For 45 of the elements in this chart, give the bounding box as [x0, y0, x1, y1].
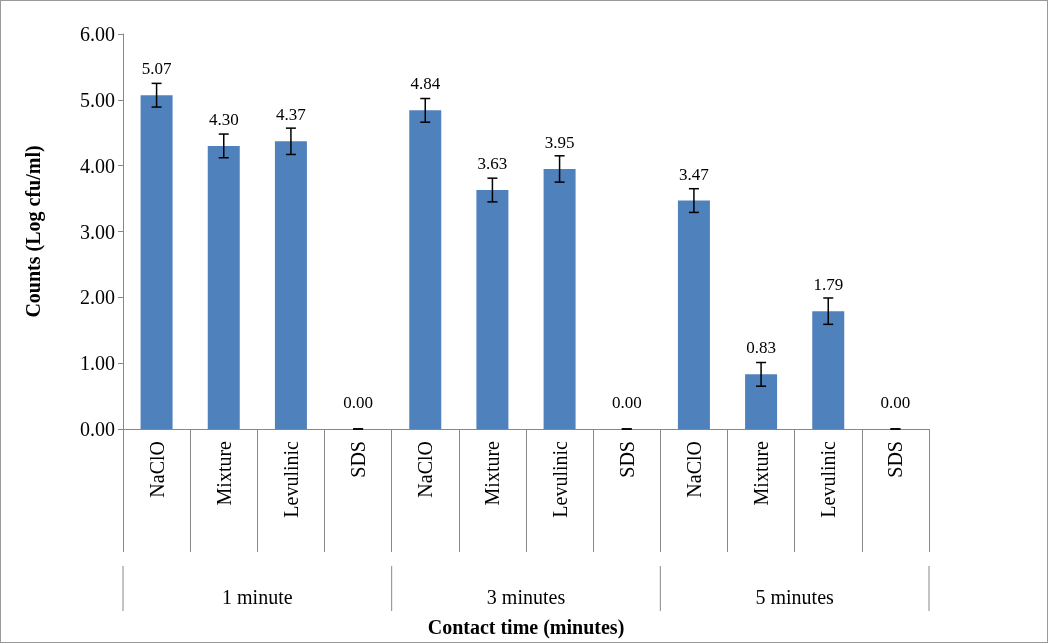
text: 1 minute: [222, 586, 293, 608]
text: 5 minutes: [755, 586, 835, 608]
y-axis-title: Counts (Log cfu/ml): [22, 145, 45, 318]
data-label: 3.47: [679, 164, 710, 184]
y-tick-label: 3.00: [80, 220, 115, 243]
x-tick-label: NaClO: [145, 441, 168, 498]
x-tick-label: Mixture: [750, 440, 773, 506]
bar: [409, 110, 442, 429]
bar: [274, 141, 307, 429]
y-tick-label: 0.00: [80, 418, 115, 440]
bar: [140, 95, 173, 429]
x-tick-label: Mixture: [481, 440, 504, 506]
x-tick-label: SDS: [615, 441, 638, 478]
y-tick-label: 6.00: [80, 23, 115, 45]
y-tick-label: 5.00: [80, 88, 115, 111]
x-tick-label: SDS: [884, 441, 907, 478]
data-label: 0.00: [611, 393, 642, 412]
bar: [207, 145, 240, 429]
x-tick-label: Levulinic: [279, 440, 302, 518]
x-tick-label: SDS: [347, 441, 370, 478]
y-tick-label: 4.00: [80, 154, 115, 177]
y-tick-label: 2.00: [80, 286, 115, 309]
bar: [476, 190, 509, 429]
data-label: 4.30: [208, 109, 239, 129]
x-tick-label: NaClO: [682, 441, 705, 498]
x-tick-label: NaClO: [414, 441, 437, 498]
bar: [677, 200, 710, 429]
data-label: 4.84: [410, 74, 441, 94]
text: 3 minutes: [486, 586, 566, 608]
bar: [543, 168, 576, 429]
bar: [745, 374, 778, 429]
data-label: 5.07: [141, 59, 172, 79]
data-label: 0.00: [343, 393, 373, 412]
bar: [812, 311, 845, 429]
x-axis-title: Contact time (minutes): [427, 616, 625, 639]
data-label: 3.95: [544, 132, 575, 152]
data-label: 4.37: [276, 105, 307, 125]
data-label: 0.00: [880, 393, 911, 412]
data-label: 0.83: [746, 338, 776, 358]
data-label: 1.79: [813, 275, 844, 295]
y-tick-label: 1.00: [80, 352, 115, 375]
data-label: 3.63: [477, 154, 508, 174]
x-tick-label: Levulinic: [817, 440, 840, 518]
x-tick-label: Mixture: [212, 440, 235, 506]
x-tick-label: Levulinic: [548, 440, 571, 518]
